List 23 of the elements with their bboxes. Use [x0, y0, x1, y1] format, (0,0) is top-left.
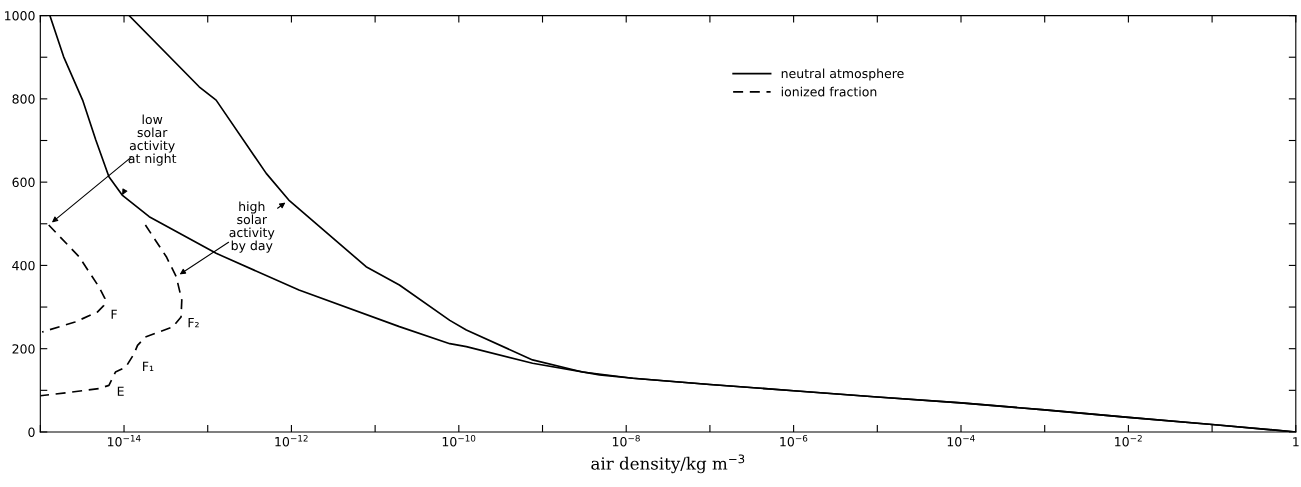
y-tick-label: 400 — [12, 260, 35, 271]
x-tick-label: 10$^{−4}$ — [947, 435, 975, 447]
y-tick-label: 200 — [12, 344, 35, 354]
annotation: F₂ — [188, 318, 199, 328]
y-tick-label: 600 — [12, 177, 35, 188]
annotation: F — [111, 309, 117, 319]
x-tick-label: 10$^{−14}$ — [107, 435, 141, 447]
x-tick-label: 1 — [1293, 437, 1299, 447]
annotation: high solar activity by day — [229, 201, 275, 253]
x-tick-label: 10$^{−8}$ — [612, 434, 640, 447]
y-tick-label: 1000 — [5, 11, 35, 21]
legend-label: neutral atmosphere — [781, 68, 904, 81]
annotation: low solar activity at night — [128, 114, 177, 166]
legend-label: ionized fraction — [781, 86, 877, 97]
y-tick-label: 0 — [28, 427, 35, 437]
x-tick-label: 10$^{−2}$ — [1115, 434, 1142, 447]
annotation: E — [117, 386, 124, 396]
x-tick-label: 10$^{−12}$ — [275, 434, 308, 447]
annotation: F₁ — [143, 361, 154, 371]
x-tick-label: 10$^{−6}$ — [780, 434, 808, 447]
x-tick-label: 10$^{−10}$ — [442, 434, 476, 447]
x-axis-title: air density/kg m$^{−3}$ — [591, 454, 745, 474]
y-tick-label: 800 — [12, 94, 35, 104]
